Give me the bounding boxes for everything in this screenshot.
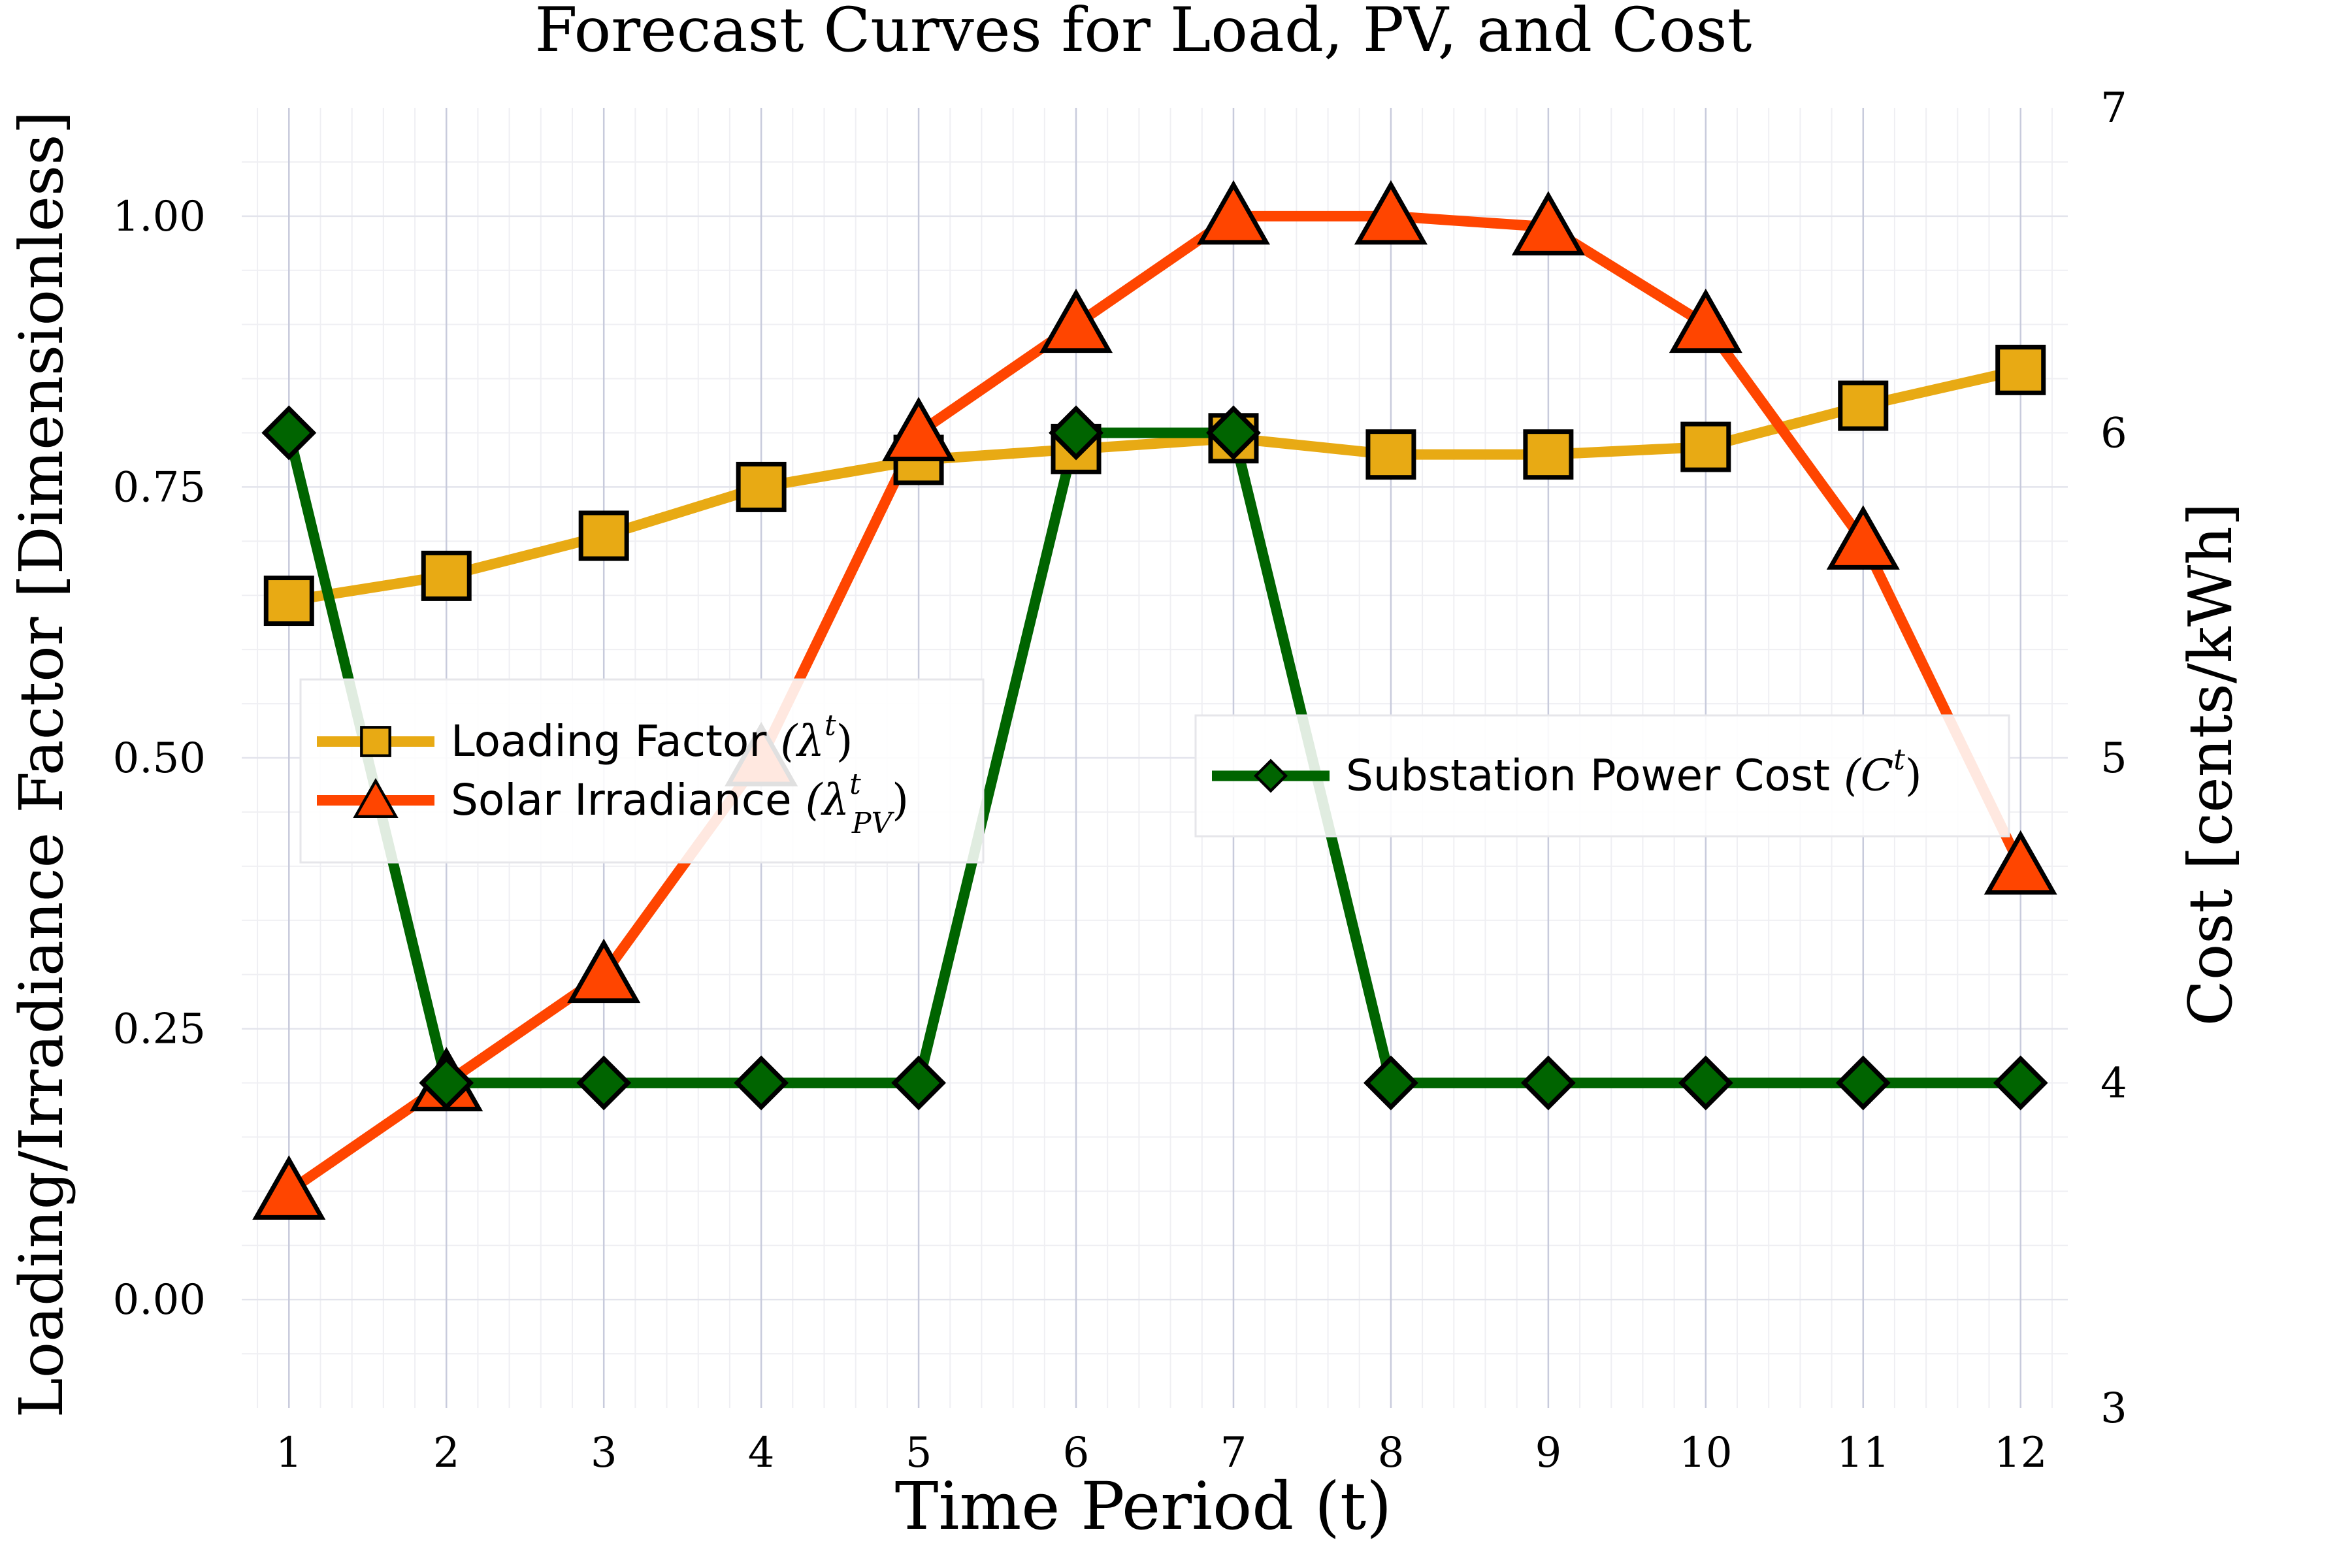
- data-point: [567, 938, 641, 1004]
- data-point: [882, 397, 956, 461]
- y-tick-label-left: 0.25: [113, 1005, 206, 1054]
- x-tick-label: 11: [1837, 1429, 1889, 1477]
- x-tick-label: 4: [748, 1429, 775, 1477]
- x-tick-label: 6: [1063, 1429, 1090, 1477]
- series-markers-2: [261, 405, 2048, 1111]
- data-point: [1039, 288, 1113, 353]
- y-axis-label-right: Cost [cents/kWh]: [2176, 503, 2246, 1026]
- y-tick-label-right: 4: [2100, 1060, 2127, 1108]
- data-point: [576, 1055, 632, 1111]
- y-tick-label-right: 3: [2100, 1384, 2127, 1433]
- legend-marker-shape: [1253, 759, 1288, 793]
- data-point: [734, 1055, 789, 1111]
- chart-title: Forecast Curves for Load, PV, and Cost: [535, 0, 1752, 66]
- data-point: [1511, 191, 1585, 255]
- legend-marker: [360, 726, 391, 757]
- data-point: [1520, 1055, 1576, 1111]
- legend-0: Loading Factor (λt)Solar Irradiance (λt P…: [299, 678, 985, 864]
- data-point: [1196, 180, 1270, 245]
- x-tick-label: 9: [1535, 1429, 1562, 1477]
- data-point: [263, 576, 314, 627]
- x-tick-label: 3: [591, 1429, 617, 1477]
- y-tick-label-left: 0.00: [113, 1276, 206, 1324]
- data-point: [891, 1055, 947, 1111]
- data-point: [1669, 288, 1742, 353]
- legend-label: Solar Irradiance (λt PV): [451, 768, 909, 840]
- legend-1: Substation Power Cost (Ct): [1194, 714, 2010, 838]
- data-point: [1206, 405, 1261, 461]
- y-axis-label-left: Loading/Irradiance Factor [Dimensionless…: [7, 111, 76, 1418]
- y-tick-label-right: 7: [2100, 84, 2127, 133]
- data-point: [1523, 429, 1574, 480]
- legend-box: [1194, 714, 2010, 838]
- y-tick-label-right: 6: [2100, 410, 2127, 458]
- data-point: [1838, 380, 1889, 431]
- y-tick-label-left: 0.75: [113, 463, 206, 512]
- x-tick-label: 8: [1378, 1429, 1405, 1477]
- y-tick-label-left: 0.50: [113, 734, 206, 783]
- legend-marker-shape: [353, 777, 399, 818]
- data-point: [1680, 421, 1731, 472]
- data-point: [421, 550, 472, 601]
- data-point: [1835, 1055, 1891, 1111]
- data-point: [1049, 405, 1103, 461]
- data-point: [252, 1155, 326, 1220]
- data-point: [419, 1055, 474, 1111]
- data-point: [261, 405, 317, 461]
- legend-marker-shape: [360, 726, 391, 757]
- data-point: [1354, 180, 1428, 245]
- data-point: [1363, 1055, 1418, 1111]
- legend-label: Loading Factor (λt): [451, 709, 853, 766]
- x-tick-label: 7: [1220, 1429, 1247, 1477]
- x-tick-label: 12: [1994, 1429, 2047, 1477]
- x-tick-label: 1: [276, 1429, 302, 1477]
- data-point: [1678, 1055, 1733, 1111]
- x-tick-label: 10: [1679, 1429, 1732, 1477]
- data-point: [736, 461, 787, 512]
- data-point: [1995, 344, 2046, 395]
- y-tick-label-right: 5: [2100, 734, 2127, 783]
- legend-layer: Loading Factor (λt)Solar Irradiance (λt P…: [299, 678, 2010, 864]
- series-markers-0: [263, 344, 2046, 627]
- x-tick-label: 2: [433, 1429, 460, 1477]
- legend-label: Substation Power Cost (Ct): [1346, 743, 1922, 801]
- legend-box: [299, 678, 985, 864]
- data-point: [1984, 830, 2057, 895]
- axes-text: Forecast Curves for Load, PV, and Cost T…: [7, 0, 2246, 1544]
- data-point: [578, 510, 629, 561]
- data-point: [1826, 505, 1900, 570]
- x-axis-label: Time Period (t): [895, 1468, 1392, 1544]
- series-line-0: [284, 365, 2026, 606]
- y-tick-label-left: 1.00: [113, 193, 206, 241]
- data-point: [1993, 1055, 2048, 1111]
- x-tick-label: 5: [906, 1429, 932, 1477]
- legend-marker: [353, 777, 399, 818]
- legend-marker: [1253, 759, 1288, 793]
- data-point: [1365, 429, 1416, 480]
